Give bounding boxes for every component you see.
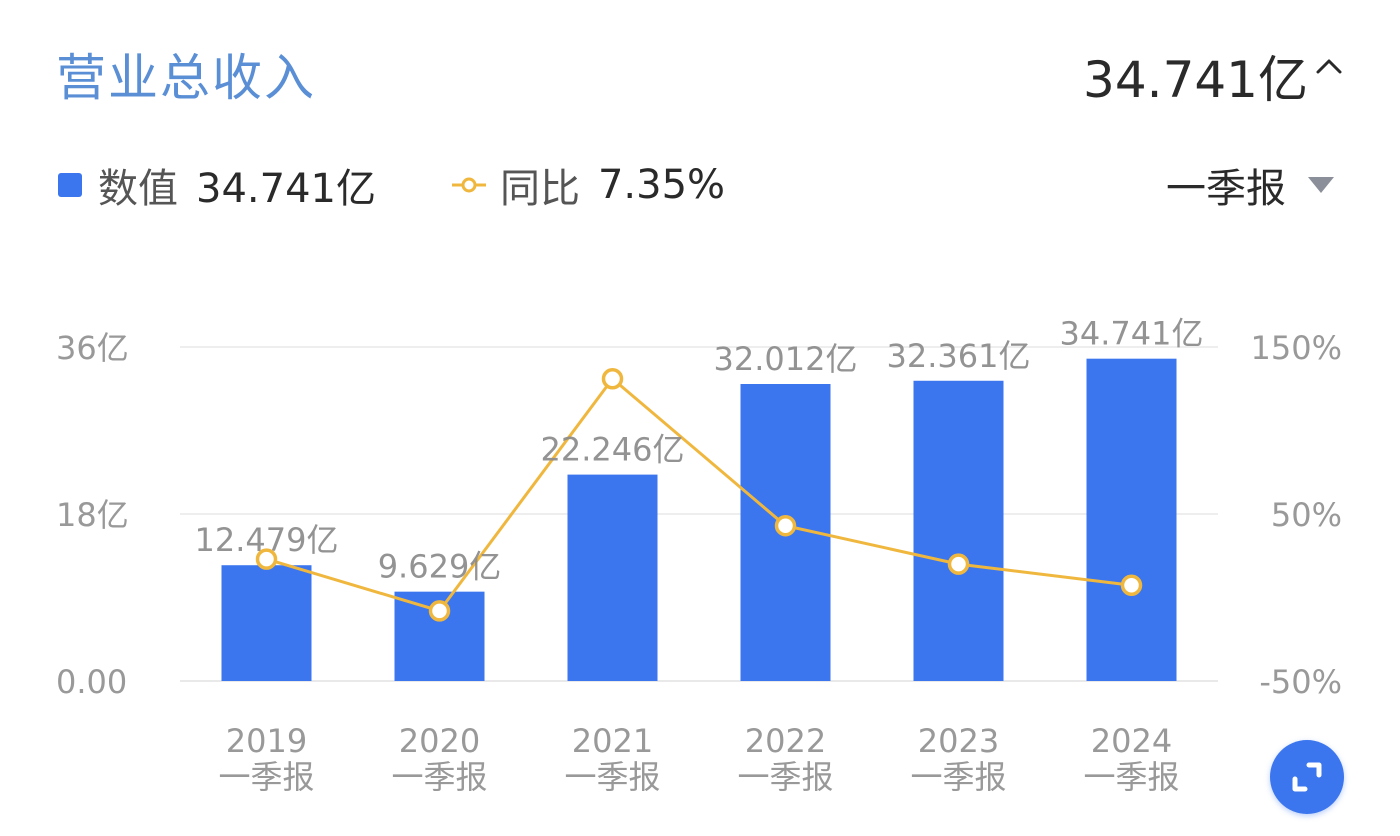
bar-value-label: 32.012亿 (714, 340, 858, 378)
yoy-point (255, 548, 278, 570)
y-left-tick-label: 18亿 (56, 496, 129, 534)
y-right-tick-label: 50% (1271, 496, 1342, 534)
x-tick-label: 2024 一季报 (1083, 722, 1179, 796)
yoy-point (1120, 574, 1143, 596)
legend-value-label: 数值 (98, 166, 178, 212)
bar-value-label: 22.246亿 (541, 431, 685, 469)
bar-value-label: 34.741亿 (1060, 315, 1204, 353)
x-tick-label: 2023 一季报 (910, 722, 1006, 796)
page-title: 营业总收入 (56, 49, 316, 107)
bar (1086, 358, 1177, 681)
expand-icon (1292, 762, 1322, 792)
x-tick-label: 2020 一季报 (391, 722, 487, 796)
caret-down-icon (1308, 177, 1334, 193)
y-right-tick-label: -50% (1259, 663, 1342, 701)
y-left-tick-label: 0.00 (56, 663, 127, 701)
x-tick-label: 2021 一季报 (564, 722, 660, 796)
legend-yoy-text: 7.35% (597, 162, 726, 208)
yoy-point (601, 367, 624, 390)
bar (567, 474, 658, 681)
x-tick-label: 2019 一季报 (218, 722, 314, 796)
legend-yoy-label: 同比 (499, 166, 580, 212)
bar-value-label: 32.361亿 (887, 337, 1031, 375)
legend-value-text: 34.741亿 (196, 166, 376, 212)
bar-value-label: 9.629亿 (378, 548, 502, 586)
period-select-value: 一季报 (1166, 166, 1286, 212)
bar-legend-swatch (58, 173, 82, 197)
line-legend-icon (451, 177, 486, 193)
expand-button[interactable] (1270, 740, 1344, 814)
y-right-tick-label: 150% (1251, 329, 1342, 367)
header-value: 34.741亿 (1083, 51, 1308, 109)
yoy-point (428, 600, 451, 622)
chart-legend: 数值 34.741亿 同比 7.35% (58, 160, 801, 212)
bar (221, 565, 312, 681)
bar (913, 380, 1004, 681)
chevron-up-icon[interactable] (1312, 50, 1346, 84)
yoy-point (774, 514, 797, 537)
yoy-point (947, 553, 970, 575)
y-left-tick-label: 36亿 (56, 329, 129, 367)
x-tick-label: 2022 一季报 (737, 722, 833, 796)
yoy-line (266, 376, 1132, 613)
period-select[interactable]: 一季报 (1166, 158, 1334, 212)
